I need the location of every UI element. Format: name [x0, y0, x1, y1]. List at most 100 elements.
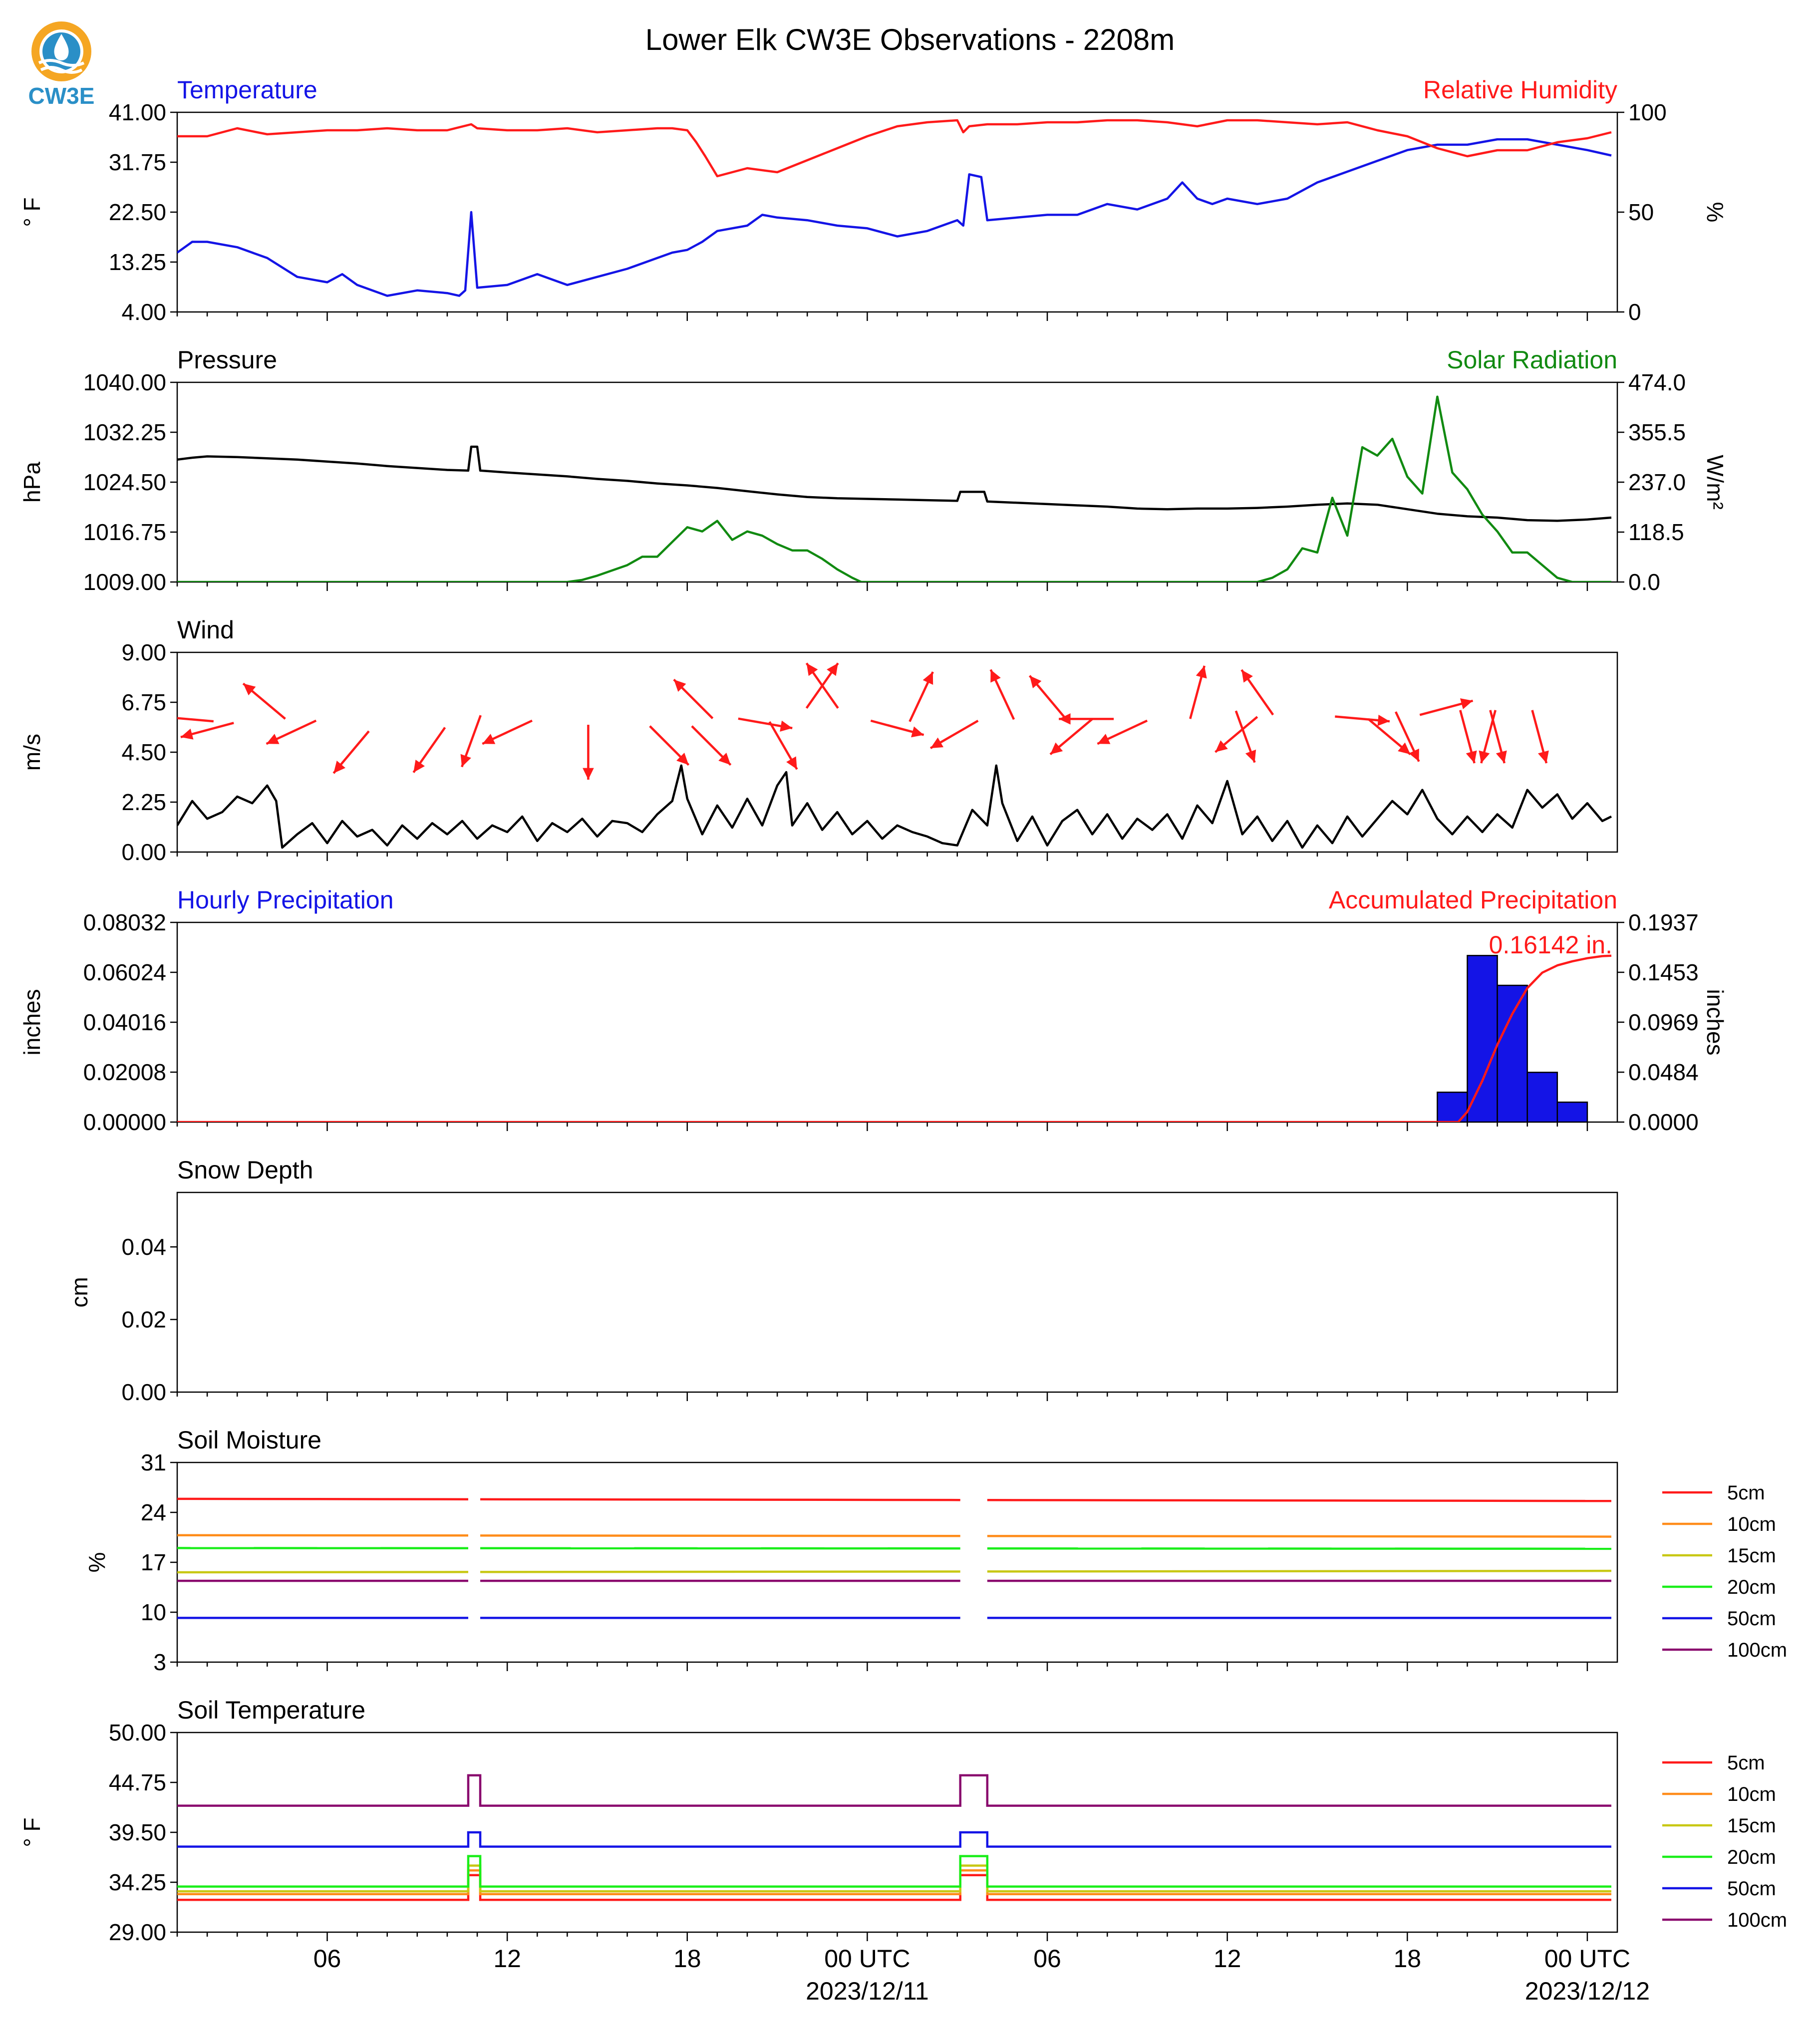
- wind-arrow-head: [482, 734, 496, 744]
- x-tick-label: 18: [1393, 1945, 1421, 1973]
- x-tick-label: 12: [1213, 1945, 1241, 1973]
- wind-arrow-head: [780, 720, 793, 732]
- precip-bar: [1556, 1101, 1588, 1122]
- y-tick-label: 1024.50: [83, 469, 166, 495]
- legend-label: 15cm: [1727, 1545, 1776, 1567]
- wind-arrow-head: [786, 756, 797, 770]
- wind-arrow-head: [930, 737, 943, 748]
- panel-right-title: Accumulated Precipitation: [1329, 886, 1617, 914]
- plot-area: [177, 1774, 1611, 1901]
- y2-axis-label: W/m²: [1702, 455, 1728, 510]
- y-tick-label: 50.00: [109, 1720, 166, 1745]
- y2-tick-label: 355.5: [1628, 419, 1686, 445]
- wind-arrow-head: [180, 728, 194, 740]
- y-tick-label: 0.04016: [83, 1009, 166, 1035]
- precip-bar: [1467, 955, 1498, 1122]
- accumulated-total-label: 0.16142 in.: [1489, 931, 1612, 959]
- cw3e-water-drop-logo-icon: CW3E: [28, 21, 95, 109]
- legend-label: 5cm: [1727, 1482, 1765, 1504]
- plot-frame: [176, 111, 1618, 313]
- y2-tick-label: 0: [1628, 299, 1641, 325]
- x-tick-label: 12: [493, 1945, 521, 1973]
- plot-frame: [176, 1461, 1618, 1663]
- wind-arrow-shaft: [177, 717, 214, 723]
- wind-arrow-head: [806, 663, 818, 676]
- legend-label: 50cm: [1727, 1878, 1776, 1900]
- panel-soil_temp: Soil Temperature 50.00 44.75 39.50 34.25 29.0…: [19, 1696, 1787, 1945]
- plot-area: [177, 662, 1612, 849]
- panel-title: Pressure: [177, 346, 277, 374]
- wind-arrow-head: [827, 663, 838, 676]
- y2-tick-label: 100: [1628, 99, 1667, 125]
- wind-arrow-head: [718, 753, 731, 765]
- panel-right-title: Relative Humidity: [1423, 76, 1617, 104]
- plot-frame: [176, 921, 1618, 1123]
- panel-title: Temperature: [177, 76, 317, 104]
- soil-moisture-line-0: [480, 1498, 960, 1501]
- panel-title: Snow Depth: [177, 1156, 313, 1184]
- wind-arrow-head: [413, 759, 425, 773]
- panel-soil_moisture: Soil Moisture 31 24 17 10 3% 5cm 10cm 15cm 20cm 50…: [84, 1426, 1787, 1675]
- legend-label: 20cm: [1727, 1576, 1776, 1598]
- x-tick-label: 18: [673, 1945, 701, 1973]
- cw3e-logo: CW3E: [24, 14, 99, 109]
- y2-tick-label: 0.0000: [1628, 1109, 1699, 1135]
- y-tick-label: 31.75: [109, 149, 166, 175]
- panel-title: Wind: [177, 616, 234, 644]
- y-tick-label: 6.75: [121, 689, 166, 715]
- y-axis-label: ° F: [19, 1817, 45, 1847]
- series-line-1: [177, 119, 1612, 178]
- y2-tick-label: 0.0484: [1628, 1059, 1699, 1085]
- plot-area: [177, 954, 1612, 1122]
- y-tick-label: 1040.00: [83, 369, 166, 395]
- x-tick-label: 00 UTC: [824, 1945, 910, 1973]
- wind-arrow-head: [1460, 698, 1473, 709]
- y2-tick-label: 0.0969: [1628, 1009, 1699, 1035]
- wind-arrow-head: [1537, 750, 1549, 764]
- soil-moisture-line-1: [177, 1534, 469, 1537]
- wind-arrow-head: [673, 679, 686, 692]
- y-tick-label: 10: [141, 1599, 166, 1625]
- legend-label: 50cm: [1727, 1608, 1776, 1630]
- wind-arrow-head: [1097, 734, 1111, 744]
- y-tick-label: 1009.00: [83, 569, 166, 595]
- wind-arrow-head: [1215, 740, 1228, 752]
- series-line-0: [177, 954, 1612, 1122]
- wind-arrow-head: [911, 726, 924, 738]
- x-tick-label: 00 UTC: [1544, 1945, 1630, 1973]
- y-tick-label: 24: [141, 1499, 166, 1525]
- y-tick-label: 4.00: [121, 299, 166, 325]
- y-tick-label: 34.25: [109, 1869, 166, 1895]
- logo-text: CW3E: [28, 83, 95, 109]
- wind-arrow-head: [1245, 749, 1256, 763]
- precip-bar: [1526, 1072, 1558, 1122]
- panel-title: Soil Moisture: [177, 1426, 321, 1454]
- wind-arrow-head: [1241, 669, 1253, 683]
- y-tick-label: 0.00: [121, 1379, 166, 1405]
- y-tick-label: 0.00: [121, 839, 166, 865]
- soil-temp-line-4: [177, 1831, 1611, 1848]
- panel-snow: Snow Depth 0.04 0.02 0.00 cm: [66, 1156, 1618, 1405]
- wind-arrow-head: [266, 734, 280, 744]
- series-line-0: [177, 445, 1612, 522]
- wind-arrow-head: [1059, 713, 1071, 725]
- plot-area: [177, 1497, 1611, 1619]
- wind-arrow-head: [333, 760, 345, 774]
- y2-tick-label: 0.1937: [1628, 909, 1699, 935]
- soil-temp-line-5: [177, 1774, 1611, 1807]
- wind-arrow-head: [1196, 665, 1207, 679]
- y-axis-label: hPa: [19, 462, 45, 503]
- x-tick-label: 06: [1033, 1945, 1061, 1973]
- y-tick-label: 0.00000: [83, 1109, 166, 1135]
- wind-arrow-head: [676, 753, 689, 765]
- y2-tick-label: 118.5: [1628, 519, 1684, 545]
- y-tick-label: 1016.75: [83, 519, 166, 545]
- wind-arrow-head: [990, 669, 1001, 683]
- soil-moisture-line-1: [480, 1534, 960, 1537]
- wind-arrow-head: [1050, 742, 1063, 755]
- wind-arrow-head: [922, 672, 933, 685]
- y-tick-label: 9.00: [121, 639, 166, 665]
- y-tick-label: 22.50: [109, 199, 166, 225]
- soil-moisture-line-3: [987, 1547, 1611, 1550]
- panel-pressure_solar: Pressure Solar Radiation 1040.00 1032.25 102…: [19, 346, 1728, 595]
